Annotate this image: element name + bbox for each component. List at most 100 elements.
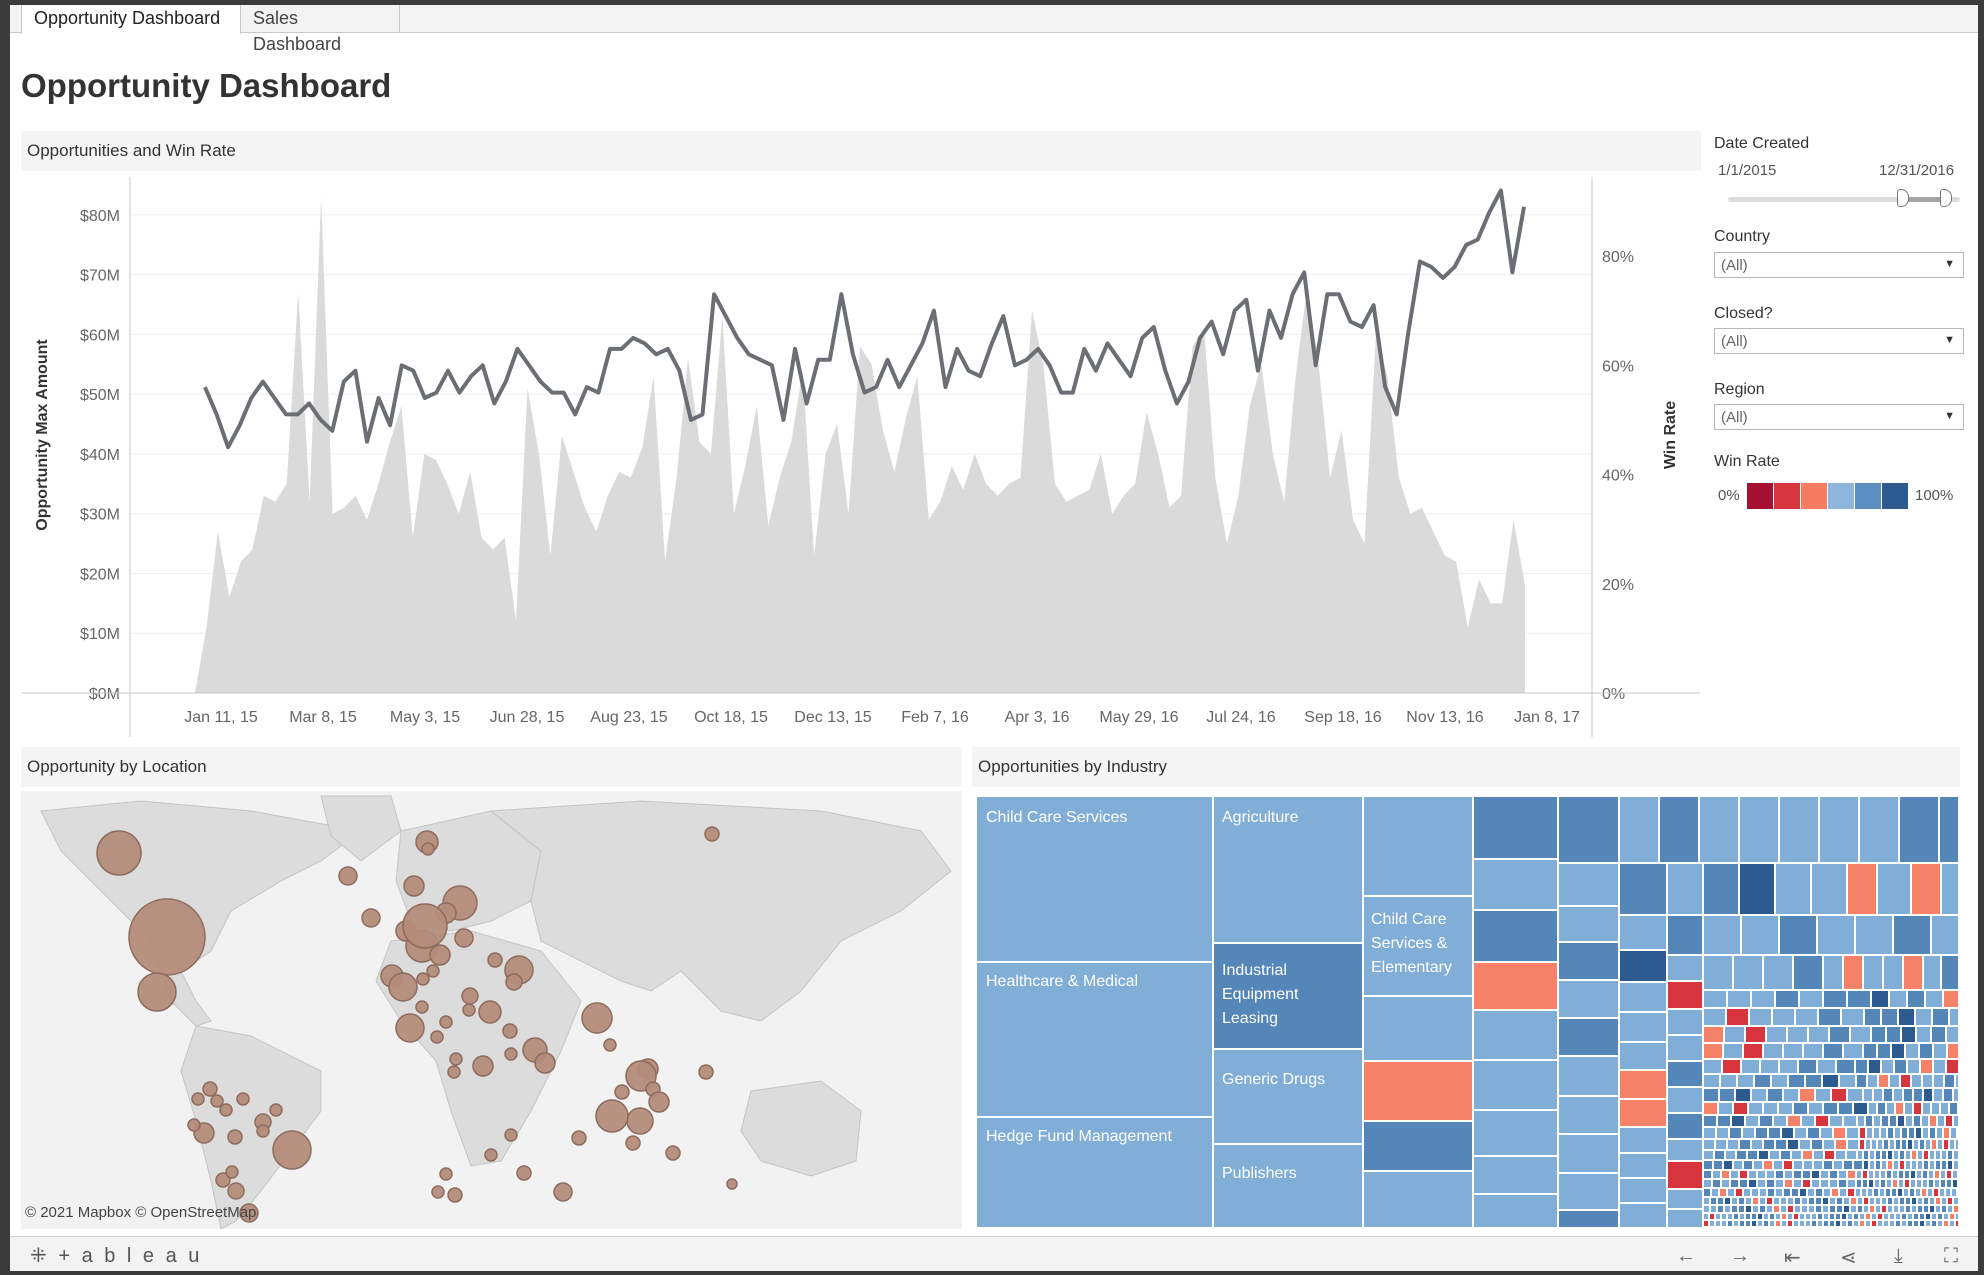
treemap-cell[interactable] [1877, 863, 1911, 915]
treemap-cell[interactable] [1716, 1127, 1729, 1139]
treemap-cell[interactable] [1917, 1205, 1923, 1213]
treemap-cell[interactable] [1943, 1139, 1949, 1150]
treemap-cell[interactable] [1831, 1088, 1847, 1102]
treemap-cell[interactable] [1703, 1008, 1726, 1026]
treemap-cell[interactable] [1822, 1205, 1829, 1213]
treemap-cell[interactable] [1779, 915, 1817, 955]
treemap-cell[interactable] [1721, 1220, 1727, 1227]
treemap-cell[interactable] [1946, 1179, 1952, 1188]
treemap-cell[interactable] [1865, 1115, 1873, 1127]
treemap-cell[interactable] [1787, 1213, 1793, 1220]
treemap-cell[interactable] [1893, 1150, 1899, 1160]
treemap-cell[interactable] [1619, 1153, 1667, 1178]
treemap-cell[interactable] [1887, 1205, 1893, 1213]
treemap-cell[interactable] [1619, 1070, 1667, 1099]
treemap-cell[interactable] [976, 1117, 1213, 1228]
treemap-cell[interactable] [1813, 1160, 1823, 1170]
treemap-cell[interactable] [1787, 1205, 1794, 1213]
treemap-cell[interactable] [1952, 1179, 1958, 1188]
treemap-cell[interactable] [1805, 1227, 1811, 1228]
treemap-cell[interactable] [1763, 955, 1793, 990]
treemap-cell[interactable] [1873, 1088, 1883, 1102]
treemap-cell[interactable] [1745, 1213, 1751, 1220]
treemap-cell[interactable] [1871, 1026, 1886, 1043]
treemap-cell[interactable] [1213, 1049, 1363, 1144]
treemap-cell[interactable] [1941, 1197, 1947, 1205]
treemap-cell[interactable] [1738, 1197, 1745, 1205]
treemap-cell[interactable] [1901, 1213, 1907, 1220]
treemap-cell[interactable] [1865, 1213, 1871, 1220]
treemap-cell[interactable] [1745, 1220, 1751, 1227]
treemap-cell[interactable] [1886, 1102, 1895, 1115]
treemap-cell[interactable] [1829, 1026, 1850, 1043]
treemap-cell[interactable] [1937, 1139, 1943, 1150]
treemap-cell[interactable] [1886, 1026, 1901, 1043]
treemap-cell[interactable] [1808, 1197, 1815, 1205]
treemap-cell[interactable] [1817, 915, 1855, 955]
treemap-cell[interactable] [1892, 1170, 1898, 1179]
treemap-cell[interactable] [1879, 1188, 1885, 1197]
treemap-cell[interactable] [1835, 1227, 1841, 1228]
treemap-cell[interactable] [1913, 1213, 1919, 1220]
treemap-cell[interactable] [1915, 1127, 1922, 1139]
treemap-cell[interactable] [1898, 1179, 1904, 1188]
treemap-cell[interactable] [1931, 1026, 1946, 1043]
treemap-cell[interactable] [1667, 981, 1703, 1009]
treemap-cell[interactable] [1823, 1213, 1829, 1220]
treemap-cell[interactable] [1731, 1197, 1738, 1205]
treemap-cell[interactable] [1922, 1074, 1933, 1088]
treemap-cell[interactable] [1715, 1227, 1721, 1228]
treemap-cell[interactable] [1808, 1102, 1823, 1115]
treemap-cell[interactable] [1783, 1160, 1793, 1170]
treemap-cell[interactable] [1739, 1213, 1745, 1220]
date-range-track[interactable] [1728, 189, 1960, 207]
treemap-cell[interactable] [1820, 1179, 1829, 1188]
treemap-cell[interactable] [1905, 1205, 1911, 1213]
treemap-cell[interactable] [1558, 1018, 1619, 1056]
treemap-cell[interactable] [1893, 1088, 1903, 1102]
treemap-cell[interactable] [1723, 1043, 1743, 1059]
treemap-cell[interactable] [1909, 1188, 1915, 1197]
treemap-cell[interactable] [1735, 1088, 1751, 1102]
treemap-cell[interactable] [1730, 1179, 1739, 1188]
treemap-cell[interactable] [1907, 990, 1925, 1008]
treemap-cell[interactable] [1768, 1127, 1781, 1139]
treemap-cell[interactable] [1749, 1008, 1772, 1026]
treemap-cell[interactable] [1855, 915, 1893, 955]
treemap-cell[interactable] [1780, 1205, 1787, 1213]
treemap-cell[interactable] [1823, 1160, 1833, 1170]
treemap-cell[interactable] [1857, 1205, 1863, 1213]
treemap-cell[interactable] [1811, 1213, 1817, 1220]
treemap-cell[interactable] [1781, 1220, 1787, 1227]
treemap-cell[interactable] [1895, 1213, 1901, 1220]
treemap-cell[interactable] [1836, 1197, 1843, 1205]
treemap-cell[interactable] [1883, 1220, 1889, 1227]
treemap-cell[interactable] [1717, 1115, 1731, 1127]
treemap-cell[interactable] [1887, 1197, 1893, 1205]
treemap-cell[interactable] [1799, 1227, 1805, 1228]
treemap-cell[interactable] [1781, 1213, 1787, 1220]
treemap-cell[interactable] [1841, 1227, 1847, 1228]
treemap-cell[interactable] [1874, 1170, 1880, 1179]
treemap-cell[interactable] [1793, 1220, 1799, 1227]
treemap-cell[interactable] [1871, 990, 1889, 1008]
treemap-cell[interactable] [1868, 1102, 1877, 1115]
treemap-cell[interactable] [1953, 1115, 1959, 1127]
treemap-cell[interactable] [1945, 1115, 1953, 1127]
treemap-cell[interactable] [1763, 1102, 1778, 1115]
treemap-cell[interactable] [1721, 1213, 1727, 1220]
treemap-cell[interactable] [1937, 1227, 1943, 1228]
treemap-cell[interactable] [1877, 1227, 1883, 1228]
treemap-cell[interactable] [1699, 796, 1739, 863]
treemap-cell[interactable] [1933, 1188, 1939, 1197]
treemap-cell[interactable] [1751, 1227, 1757, 1228]
treemap-cell[interactable] [1788, 1074, 1805, 1088]
treemap-cell[interactable] [1739, 796, 1779, 863]
treemap-cell[interactable] [1733, 1213, 1739, 1220]
treemap-cell[interactable] [1898, 1008, 1915, 1026]
treemap-cell[interactable] [1859, 796, 1899, 863]
treemap-cell[interactable] [1779, 796, 1819, 863]
treemap-cell[interactable] [1757, 1179, 1766, 1188]
treemap-cell[interactable] [1947, 1150, 1953, 1160]
treemap-cell[interactable] [1811, 863, 1847, 915]
